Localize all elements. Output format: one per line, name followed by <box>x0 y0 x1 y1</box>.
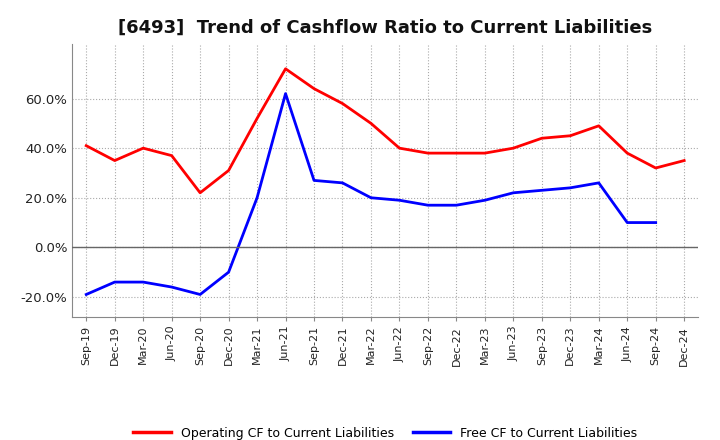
Operating CF to Current Liabilities <box>225 168 233 173</box>
Operating CF to Current Liabilities <box>623 150 631 156</box>
Operating CF to Current Liabilities <box>480 150 489 156</box>
Free CF to Current Liabilities <box>423 202 432 208</box>
Legend: Operating CF to Current Liabilities, Free CF to Current Liabilities: Operating CF to Current Liabilities, Fre… <box>133 427 637 440</box>
Operating CF to Current Liabilities <box>680 158 688 163</box>
Free CF to Current Liabilities <box>652 220 660 225</box>
Operating CF to Current Liabilities <box>338 101 347 106</box>
Free CF to Current Liabilities <box>623 220 631 225</box>
Free CF to Current Liabilities <box>480 198 489 203</box>
Free CF to Current Liabilities <box>110 279 119 285</box>
Free CF to Current Liabilities <box>366 195 375 200</box>
Title: [6493]  Trend of Cashflow Ratio to Current Liabilities: [6493] Trend of Cashflow Ratio to Curren… <box>118 19 652 37</box>
Free CF to Current Liabilities <box>282 91 290 96</box>
Free CF to Current Liabilities <box>167 284 176 290</box>
Operating CF to Current Liabilities <box>196 190 204 195</box>
Free CF to Current Liabilities <box>139 279 148 285</box>
Operating CF to Current Liabilities <box>423 150 432 156</box>
Line: Free CF to Current Liabilities: Free CF to Current Liabilities <box>86 94 656 294</box>
Operating CF to Current Liabilities <box>509 146 518 151</box>
Operating CF to Current Liabilities <box>167 153 176 158</box>
Free CF to Current Liabilities <box>566 185 575 191</box>
Operating CF to Current Liabilities <box>652 165 660 171</box>
Free CF to Current Liabilities <box>537 188 546 193</box>
Operating CF to Current Liabilities <box>310 86 318 91</box>
Operating CF to Current Liabilities <box>366 121 375 126</box>
Line: Operating CF to Current Liabilities: Operating CF to Current Liabilities <box>86 69 684 193</box>
Operating CF to Current Liabilities <box>537 136 546 141</box>
Operating CF to Current Liabilities <box>139 146 148 151</box>
Operating CF to Current Liabilities <box>253 116 261 121</box>
Operating CF to Current Liabilities <box>82 143 91 148</box>
Free CF to Current Liabilities <box>196 292 204 297</box>
Operating CF to Current Liabilities <box>395 146 404 151</box>
Free CF to Current Liabilities <box>253 195 261 200</box>
Free CF to Current Liabilities <box>82 292 91 297</box>
Free CF to Current Liabilities <box>509 190 518 195</box>
Free CF to Current Liabilities <box>452 202 461 208</box>
Operating CF to Current Liabilities <box>566 133 575 139</box>
Operating CF to Current Liabilities <box>452 150 461 156</box>
Operating CF to Current Liabilities <box>110 158 119 163</box>
Free CF to Current Liabilities <box>595 180 603 186</box>
Operating CF to Current Liabilities <box>595 123 603 128</box>
Operating CF to Current Liabilities <box>282 66 290 71</box>
Free CF to Current Liabilities <box>395 198 404 203</box>
Free CF to Current Liabilities <box>338 180 347 186</box>
Free CF to Current Liabilities <box>310 178 318 183</box>
Free CF to Current Liabilities <box>225 270 233 275</box>
